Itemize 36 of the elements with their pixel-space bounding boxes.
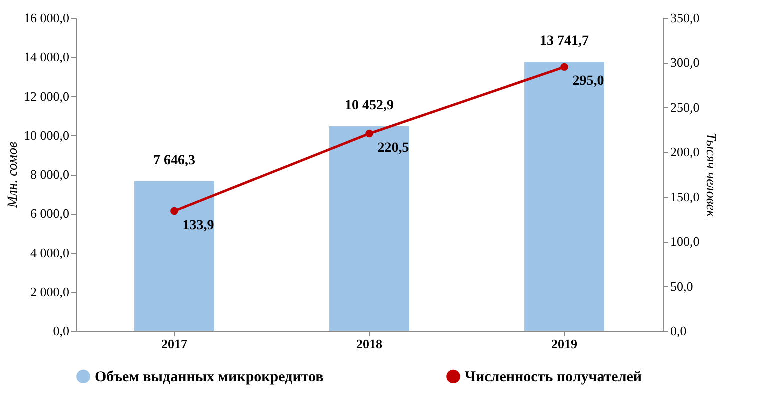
y2-tick-label: 50,0 (670, 278, 694, 294)
y2-tick-label: 0,0 (670, 324, 687, 338)
data-label: 13 741,7 (540, 34, 590, 50)
bar (134, 181, 214, 331)
y-tick-label: 14 000,0 (24, 50, 70, 65)
y-tick-label: 6 000,0 (30, 206, 70, 222)
y-tick-label: 10 000,0 (24, 128, 70, 143)
y-tick-label: 2 000,0 (30, 284, 70, 300)
y2-tick-label: 250,0 (670, 100, 700, 115)
y-tick-label: 8 000,0 (30, 167, 70, 182)
y-axis-title: Млн. сомов (6, 142, 21, 210)
y2-tick-label: 300,0 (670, 55, 700, 70)
x-tick-label: 2019 (552, 336, 578, 352)
y2-tick-label: 350,0 (670, 10, 700, 26)
data-label: 7 646,3 (153, 153, 196, 168)
legend-label: Численность получателей (465, 370, 642, 386)
data-label: 295,0 (572, 74, 604, 90)
x-tick-label: 2017 (161, 336, 188, 352)
data-label: 133,9 (182, 218, 214, 234)
y-tick-label: 4 000,0 (30, 245, 70, 260)
point (170, 207, 178, 216)
y2-tick-label: 150,0 (670, 189, 700, 204)
y2-tick-label: 100,0 (670, 234, 700, 250)
y-tick-label: 16 000,0 (24, 10, 70, 26)
bar (330, 126, 410, 331)
y2-tick-label: 200,0 (670, 144, 700, 160)
legend-label: Объем выданных микрокредитов (95, 370, 324, 386)
y-tick-label: 12 000,0 (24, 88, 70, 104)
point (366, 130, 374, 138)
point (560, 63, 568, 72)
y2-axis-title: Тысяч человек (702, 132, 718, 218)
x-tick-label: 2018 (356, 336, 383, 352)
y-tick-label: 0,0 (53, 324, 70, 338)
bar (524, 62, 604, 331)
data-label: 220,5 (378, 140, 410, 156)
data-label: 10 452,9 (345, 98, 394, 114)
